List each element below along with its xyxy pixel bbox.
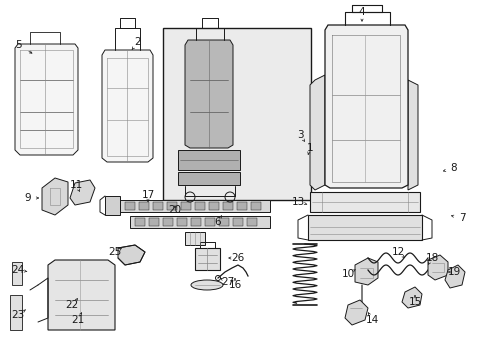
Polygon shape bbox=[195, 248, 220, 270]
Polygon shape bbox=[178, 150, 240, 170]
Text: 17: 17 bbox=[141, 190, 154, 200]
Polygon shape bbox=[191, 218, 201, 226]
Text: 20: 20 bbox=[168, 205, 181, 215]
Text: 16: 16 bbox=[228, 280, 241, 290]
Polygon shape bbox=[125, 202, 135, 210]
Polygon shape bbox=[407, 80, 417, 190]
Text: 24: 24 bbox=[11, 265, 24, 275]
Polygon shape bbox=[163, 218, 173, 226]
Bar bbox=[163, 28, 310, 200]
Text: 5: 5 bbox=[15, 40, 21, 50]
Polygon shape bbox=[444, 265, 464, 288]
Text: 10: 10 bbox=[341, 269, 354, 279]
Polygon shape bbox=[177, 218, 186, 226]
Polygon shape bbox=[246, 218, 257, 226]
Polygon shape bbox=[135, 218, 145, 226]
Text: 1: 1 bbox=[306, 143, 313, 153]
Polygon shape bbox=[105, 196, 120, 215]
Polygon shape bbox=[178, 172, 240, 185]
Text: 9: 9 bbox=[24, 193, 31, 203]
Text: 7: 7 bbox=[458, 213, 465, 223]
Text: 4: 4 bbox=[358, 7, 365, 17]
Polygon shape bbox=[250, 202, 261, 210]
Polygon shape bbox=[307, 215, 421, 240]
Polygon shape bbox=[167, 202, 177, 210]
Polygon shape bbox=[139, 202, 149, 210]
Text: 13: 13 bbox=[291, 197, 304, 207]
Polygon shape bbox=[237, 202, 246, 210]
Text: 19: 19 bbox=[447, 267, 460, 277]
Polygon shape bbox=[345, 300, 367, 325]
Text: 8: 8 bbox=[450, 163, 456, 173]
Polygon shape bbox=[149, 218, 159, 226]
Text: 2: 2 bbox=[134, 37, 141, 47]
Polygon shape bbox=[184, 232, 204, 245]
Polygon shape bbox=[184, 40, 232, 148]
Text: 12: 12 bbox=[390, 247, 404, 257]
Text: 25: 25 bbox=[108, 247, 122, 257]
Polygon shape bbox=[70, 180, 95, 205]
Polygon shape bbox=[120, 200, 269, 212]
Polygon shape bbox=[130, 216, 269, 228]
Text: 11: 11 bbox=[69, 180, 82, 190]
Text: 6: 6 bbox=[214, 217, 221, 227]
Polygon shape bbox=[118, 245, 145, 265]
Polygon shape bbox=[42, 178, 68, 215]
Polygon shape bbox=[15, 44, 78, 155]
Text: 21: 21 bbox=[71, 315, 84, 325]
Polygon shape bbox=[309, 192, 419, 212]
Text: 23: 23 bbox=[11, 310, 24, 320]
Polygon shape bbox=[204, 218, 215, 226]
Text: 14: 14 bbox=[365, 315, 378, 325]
Polygon shape bbox=[219, 218, 228, 226]
Polygon shape bbox=[325, 25, 407, 188]
Text: 26: 26 bbox=[231, 253, 244, 263]
Polygon shape bbox=[153, 202, 163, 210]
Polygon shape bbox=[354, 258, 377, 285]
Text: 27: 27 bbox=[221, 277, 234, 287]
Polygon shape bbox=[48, 260, 115, 330]
Polygon shape bbox=[102, 50, 153, 162]
Polygon shape bbox=[195, 202, 204, 210]
Text: 18: 18 bbox=[425, 253, 438, 263]
Polygon shape bbox=[309, 75, 325, 190]
Polygon shape bbox=[232, 218, 243, 226]
Text: 3: 3 bbox=[296, 130, 303, 140]
Polygon shape bbox=[10, 295, 22, 330]
Polygon shape bbox=[427, 255, 447, 280]
Polygon shape bbox=[181, 202, 191, 210]
Polygon shape bbox=[12, 262, 22, 285]
Polygon shape bbox=[401, 287, 421, 308]
Text: 15: 15 bbox=[407, 297, 421, 307]
Text: 22: 22 bbox=[65, 300, 79, 310]
Polygon shape bbox=[223, 202, 232, 210]
Ellipse shape bbox=[191, 280, 223, 290]
Polygon shape bbox=[208, 202, 219, 210]
